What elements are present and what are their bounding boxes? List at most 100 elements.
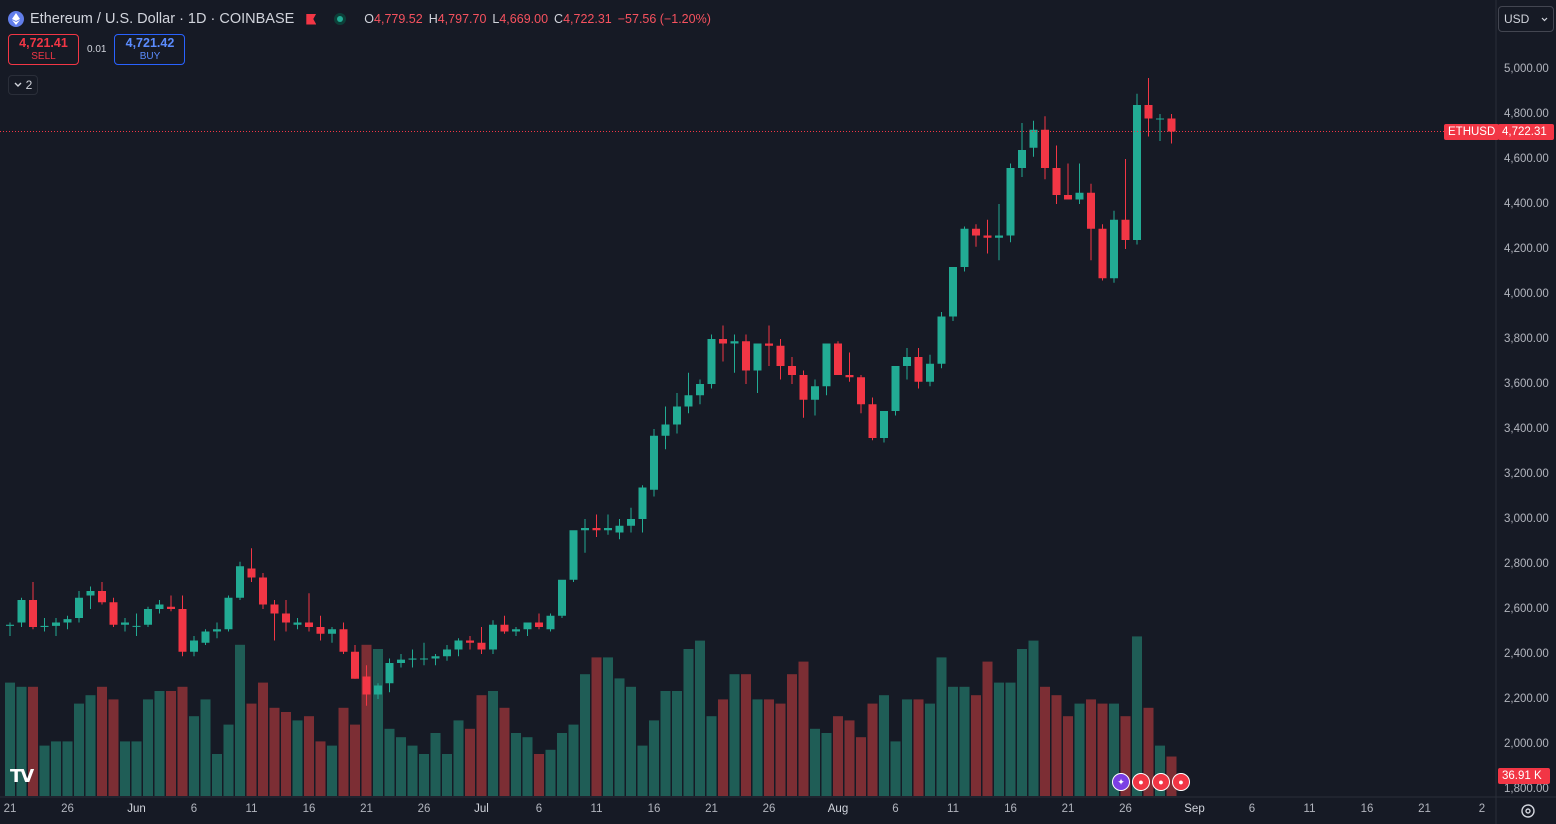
candle-body (121, 622, 129, 625)
candle-body (362, 676, 371, 695)
volume-bar (741, 674, 751, 796)
volume-bar (649, 720, 659, 796)
candle-body (995, 235, 1003, 238)
price-tick-label: 4,000.00 (1504, 288, 1549, 300)
candle-body (155, 604, 164, 609)
time-tick-label: 16 (302, 803, 316, 815)
change-value: −57.56 (−1.20%) (617, 12, 711, 26)
volume-bar (752, 699, 763, 796)
volume-bar (1097, 703, 1108, 796)
candle-body (167, 606, 175, 609)
currency-selector[interactable]: USD (1498, 6, 1554, 32)
candle-body (1041, 129, 1049, 168)
price-tick-label: 3,400.00 (1504, 423, 1549, 435)
volume-bar (614, 678, 625, 796)
candle-body (316, 627, 325, 634)
price-tick-label: 2,800.00 (1504, 558, 1549, 570)
price-tick-label: 4,600.00 (1504, 153, 1549, 165)
volume-bar (948, 686, 958, 796)
volume-bar (499, 707, 510, 796)
volume-bar (718, 699, 728, 796)
chevron-down-icon (14, 82, 22, 87)
flag-icon[interactable] (306, 13, 317, 25)
volume-bar (545, 749, 556, 796)
chevron-down-icon (1541, 17, 1548, 21)
volume-bar (74, 703, 84, 796)
candle-body (213, 629, 221, 632)
candle-body (454, 640, 463, 650)
volume-bar (258, 682, 268, 796)
candle-body (845, 375, 854, 378)
time-tick-label: 11 (947, 803, 959, 815)
tradingview-logo[interactable]: TV (10, 766, 34, 787)
volume-bar (637, 745, 648, 796)
volume-bar (281, 712, 291, 796)
candle-body (86, 591, 95, 596)
candle-body (535, 622, 543, 627)
volume-bar (603, 657, 613, 796)
candle-body (52, 622, 60, 626)
volume-bar (971, 695, 981, 796)
candle-body (523, 622, 532, 630)
buy-button[interactable]: 4,721.42 BUY (114, 34, 186, 65)
volume-bar (453, 720, 464, 796)
volume-bar (787, 674, 797, 796)
volume-bar (396, 737, 406, 796)
time-tick-label: 6 (892, 803, 899, 815)
time-tick-label: 6 (1248, 803, 1256, 815)
candle-body (1006, 168, 1015, 236)
volume-tag: 36.91 K (1498, 768, 1550, 784)
volume-bar (212, 754, 222, 796)
time-tick-label: 11 (590, 803, 603, 815)
volume-bar (1166, 756, 1177, 796)
volume-bar (51, 741, 61, 796)
volume-bar (189, 716, 199, 796)
economic-events[interactable]: ✦ ● ● ● (1112, 773, 1190, 791)
us-flag-icon[interactable]: ● (1172, 773, 1190, 791)
candle-body (144, 609, 152, 625)
candle-body (799, 375, 808, 400)
time-tick-label: 26 (762, 803, 776, 815)
volume-bar (488, 691, 498, 796)
volume-bar (683, 649, 694, 796)
price-tick-label: 3,000.00 (1504, 513, 1549, 525)
candle-body (650, 435, 658, 490)
candle-body (891, 366, 900, 411)
candle-body (1075, 192, 1084, 200)
sell-button[interactable]: 4,721.41 SELL (8, 34, 79, 65)
indicator-count: 2 (25, 78, 33, 92)
candle-body (730, 341, 739, 344)
sparkle-icon[interactable]: ✦ (1112, 773, 1130, 791)
us-flag-icon[interactable]: ● (1152, 773, 1170, 791)
volume-bar (511, 733, 521, 796)
candle-body (1110, 219, 1118, 279)
candle-body (247, 568, 256, 578)
volume-bar (16, 686, 27, 796)
candle-body (753, 343, 762, 371)
market-status-icon[interactable] (334, 13, 347, 25)
volume-bar (269, 707, 280, 796)
volume-bar (764, 699, 774, 796)
price-tick-label: 2,000.00 (1504, 738, 1549, 750)
candle-body (408, 658, 417, 660)
indicators-toggle[interactable]: 2 (8, 75, 38, 95)
candle-body (822, 343, 831, 387)
volume-bar (235, 644, 245, 796)
candle-body (489, 624, 497, 650)
candle-body (673, 406, 681, 425)
candle-body (477, 642, 486, 650)
volume-bar (833, 716, 843, 796)
candle-body (1018, 150, 1026, 168)
candle-body (328, 629, 336, 634)
volume-bar (1028, 640, 1039, 796)
candle-body (1167, 118, 1176, 132)
volume-bar (925, 703, 935, 796)
candle-body (1052, 168, 1061, 195)
symbol-title[interactable]: Ethereum / U.S. Dollar · 1D · COINBASE (30, 11, 295, 27)
close-value: 4,722.31 (563, 12, 612, 26)
candle-body (40, 625, 49, 627)
us-flag-icon[interactable]: ● (1132, 773, 1150, 791)
candle-body (914, 357, 923, 382)
settings-icon[interactable] (1519, 802, 1537, 820)
